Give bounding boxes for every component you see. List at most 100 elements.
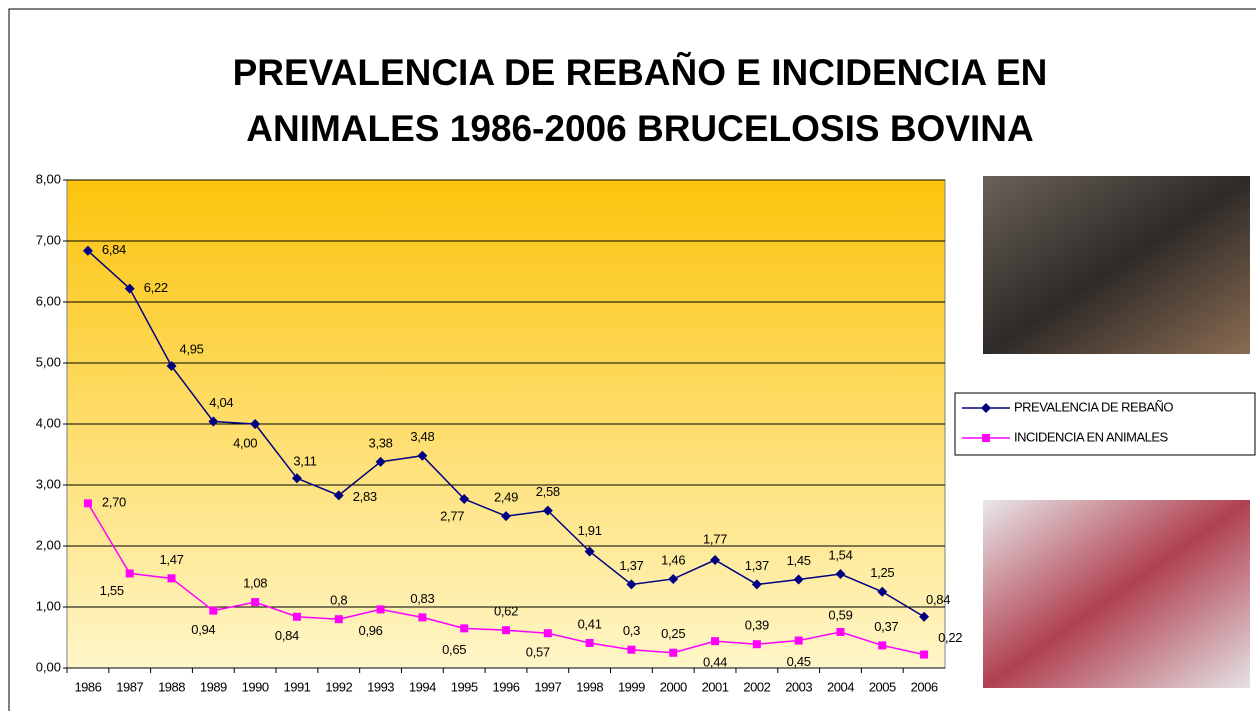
value-label: 4,95 — [180, 341, 204, 356]
value-label: 0,22 — [938, 630, 962, 645]
value-label: 0,3 — [623, 623, 640, 638]
marker — [542, 505, 553, 516]
marker — [919, 611, 930, 622]
photo — [983, 176, 1250, 354]
chart-title: ANIMALES 1986-2006 BRUCELOSIS BOVINA — [246, 108, 1033, 149]
marker — [292, 612, 301, 621]
marker — [124, 283, 135, 294]
x-tick-label: 2002 — [743, 679, 770, 694]
marker — [793, 574, 804, 585]
marker — [167, 574, 176, 583]
value-label: 0,45 — [787, 654, 811, 669]
marker — [982, 434, 990, 442]
marker — [585, 638, 594, 647]
legend-label: PREVALENCIA DE REBAÑO — [1014, 399, 1173, 414]
marker — [711, 637, 720, 646]
value-label: 0,39 — [745, 618, 769, 633]
value-label: 3,11 — [293, 454, 316, 469]
x-tick-label: 1994 — [409, 679, 436, 694]
x-tick-label: 1991 — [283, 679, 310, 694]
chart-title: PREVALENCIA DE REBAÑO E INCIDENCIA EN — [233, 51, 1048, 93]
marker — [501, 511, 511, 522]
value-label: 0,59 — [828, 607, 852, 622]
marker — [333, 490, 344, 501]
value-label: 3,48 — [410, 429, 434, 444]
marker — [208, 416, 219, 427]
value-label: 0,44 — [703, 655, 727, 670]
x-tick-label: 2001 — [702, 679, 729, 694]
marker — [459, 494, 470, 505]
marker — [125, 569, 134, 578]
marker — [543, 629, 552, 638]
value-label: 6,22 — [144, 280, 168, 295]
marker — [460, 624, 469, 633]
marker — [668, 573, 679, 584]
value-label: 1,47 — [159, 552, 183, 567]
x-tick-label: 2004 — [827, 679, 854, 694]
value-label: 1,77 — [703, 531, 727, 546]
value-label: 1,91 — [578, 523, 602, 538]
marker — [710, 555, 721, 566]
y-tick-label: 8,00 — [36, 171, 61, 186]
x-tick-label: 1986 — [74, 679, 101, 694]
legend-label: INCIDENCIA EN ANIMALES — [1014, 429, 1169, 444]
frame — [8, 8, 1256, 711]
value-label: 2,77 — [440, 508, 464, 523]
y-tick-label: 1,00 — [36, 598, 61, 613]
value-label: 2,58 — [536, 484, 560, 499]
marker — [627, 645, 636, 654]
value-label: 0,65 — [442, 642, 466, 657]
value-label: 2,49 — [494, 490, 518, 505]
value-label: 1,55 — [100, 583, 124, 598]
value-label: 4,00 — [233, 435, 257, 450]
marker — [836, 628, 845, 637]
marker — [751, 579, 762, 590]
marker — [752, 640, 761, 649]
marker — [166, 361, 177, 372]
marker — [418, 613, 427, 622]
x-tick-label: 1989 — [200, 679, 227, 694]
x-tick-label: 2003 — [785, 679, 812, 694]
value-label: 0,25 — [661, 626, 685, 641]
y-tick-label: 5,00 — [36, 354, 61, 369]
value-label: 1,37 — [745, 558, 769, 573]
marker — [82, 245, 93, 256]
value-label: 0,8 — [330, 593, 347, 608]
y-tick-label: 2,00 — [36, 537, 61, 552]
marker — [584, 546, 595, 557]
value-label: 1,45 — [787, 553, 811, 568]
marker — [877, 586, 888, 597]
marker — [376, 605, 385, 614]
marker — [878, 641, 887, 650]
marker — [920, 650, 929, 659]
marker — [291, 473, 302, 484]
photo — [983, 500, 1250, 688]
marker — [250, 419, 261, 429]
x-tick-label: 1998 — [576, 679, 603, 694]
marker — [209, 606, 218, 615]
x-tick-label: 1992 — [325, 679, 352, 694]
x-tick-label: 1987 — [116, 679, 143, 694]
y-tick-label: 3,00 — [36, 476, 61, 491]
marker — [626, 579, 637, 590]
y-tick-label: 7,00 — [36, 232, 61, 247]
marker — [417, 450, 428, 461]
marker — [334, 615, 343, 624]
value-label: 1,54 — [828, 547, 852, 562]
x-tick-label: 1988 — [158, 679, 185, 694]
value-label: 0,37 — [874, 619, 898, 634]
x-tick-label: 2005 — [869, 679, 896, 694]
marker — [502, 626, 510, 635]
x-tick-label: 1996 — [493, 679, 520, 694]
y-tick-label: 6,00 — [36, 293, 61, 308]
marker — [83, 499, 92, 508]
marker — [981, 403, 991, 413]
value-label: 0,83 — [410, 591, 434, 606]
value-label: 0,94 — [191, 622, 215, 637]
marker — [375, 456, 386, 467]
value-label: 6,84 — [102, 242, 126, 257]
value-label: 0,84 — [926, 592, 950, 607]
x-tick-label: 1995 — [451, 679, 478, 694]
